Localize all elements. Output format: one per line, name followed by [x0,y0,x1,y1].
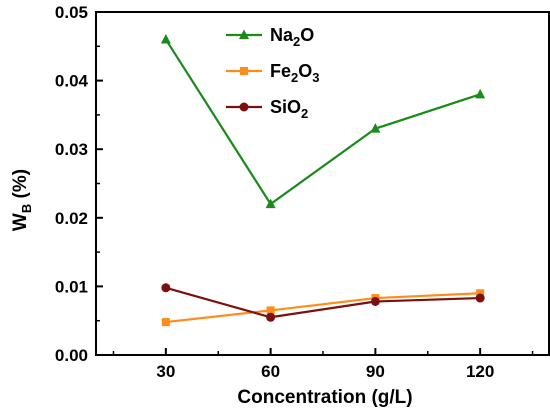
legend: Na2O Fe2O3 SiO2 [226,25,320,121]
data-point [370,123,381,133]
series-line [164,38,481,206]
x-axis-title: Concentration (g/L) [237,387,412,408]
legend-marker [239,102,249,112]
data-point [475,293,485,303]
y-tick-label: 0.03 [55,140,88,159]
x-tick-label: 90 [366,362,385,381]
y-axis-title-text: WB (%) [10,169,34,231]
y-tick-label: 0.00 [55,346,88,365]
x-tick-label: 60 [261,362,280,381]
data-point [476,289,485,298]
data-point [161,283,171,293]
data-point [370,296,380,306]
series-line [165,292,481,324]
series-lines [160,33,486,327]
legend-label: SiO2 [270,97,308,121]
y-tick-label: 0.01 [55,277,88,296]
data-point [475,88,486,99]
data-point [160,33,171,44]
x-tick-label: 120 [466,362,494,381]
y-tick-label: 0.02 [55,209,88,228]
data-point [265,198,276,209]
y-tick-label: 0.04 [55,72,89,91]
x-tick-label: 30 [156,362,175,381]
y-tick-label: 0.05 [55,3,88,22]
y-axis-title: WB (%) [10,169,34,231]
legend-label: Na2O [270,25,314,49]
data-point [161,318,170,327]
data-point [266,306,275,315]
legend-label: Fe2O3 [270,61,320,85]
legend-marker [239,29,249,39]
series-line [165,286,481,319]
legend-marker [240,67,248,75]
data-point [266,312,276,322]
axes: 0.00 0.01 0.02 0.03 0.04 0.05 30 60 90 120 [55,3,550,381]
